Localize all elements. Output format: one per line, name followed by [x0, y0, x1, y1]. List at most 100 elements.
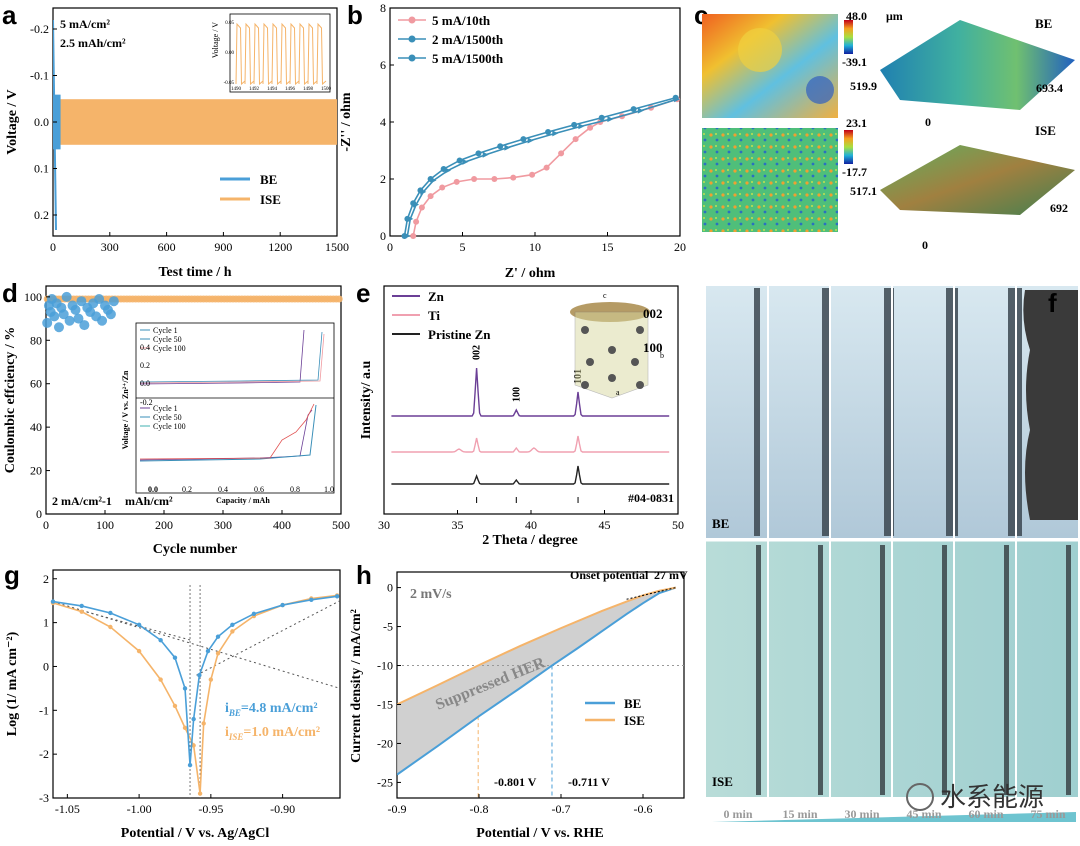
data-point-g	[136, 622, 142, 628]
hcp-crystal-illustration: c b a 002 100	[570, 291, 664, 399]
data-point-b	[520, 136, 527, 143]
ytick-a: -0.1	[30, 69, 49, 83]
ytick-g: 2	[43, 572, 49, 586]
inset-a-ytick: 0.00	[225, 51, 234, 56]
data-point-g	[108, 624, 113, 630]
inset-a-ytick: 0.05	[225, 21, 234, 26]
panel-g: g 2 1 0 -1 -2 -3 -1.05 -1.00 -0.95 -0.90 iBE=4.8 …	[4, 560, 341, 841]
data-point-b	[578, 123, 585, 130]
inset-a-ylabel: Voltage / V	[211, 22, 220, 58]
inset-legend-label: Cycle 50	[153, 335, 182, 344]
data-point-b	[462, 158, 469, 165]
xlabel-e: 2 Theta / degree	[482, 533, 578, 548]
data-point-g	[172, 703, 178, 709]
data-point-be-d	[58, 309, 69, 320]
ytick-d: 40	[30, 420, 42, 434]
data-point-b	[440, 166, 447, 173]
inset-legend-label: Cycle 100	[153, 344, 186, 353]
be-spike	[53, 19, 57, 231]
panel-letter-g: g	[4, 560, 20, 590]
legend-label-be-h: BE	[624, 696, 641, 711]
crystal-axis-c: c	[603, 291, 607, 300]
ytick-h: 0	[387, 581, 393, 595]
inset-a-xtick: 1496	[285, 87, 296, 92]
inset-legend-label: Cycle 100	[153, 422, 186, 431]
atom	[608, 374, 616, 382]
ytick-a: -0.2	[30, 22, 49, 36]
annotation-d-main: 2 mA/cm²-1	[52, 494, 112, 508]
electrode-edge-be	[884, 288, 894, 536]
data-point-g	[205, 648, 211, 654]
data-point-b	[607, 116, 614, 123]
data-point-b	[453, 178, 460, 185]
ytick-b: 4	[380, 115, 386, 129]
data-point-b	[543, 164, 550, 171]
ytick-h: -20	[377, 736, 393, 750]
data-point-g	[182, 725, 188, 731]
watermark: 水系能源	[940, 783, 1044, 812]
dim-ise-right: 692	[1050, 201, 1068, 215]
inset-d-yt: 0.0	[140, 379, 150, 388]
data-point-be-d	[64, 315, 75, 326]
plot-frame-g	[52, 569, 341, 799]
panel-a: a 0.2 0.1 0.0 -0.1 -0.2 0 300 600 900 1200 1500 5 …	[2, 0, 349, 280]
legend-label-e: Ti	[428, 308, 440, 323]
inset-d-xt: 0.2	[182, 485, 192, 494]
xtick-a: 600	[158, 240, 176, 254]
panel-f: f BE ISE 0 min 15 min 30 min 45 min 60 min 75…	[706, 286, 1078, 822]
inset-curve-top-1	[139, 329, 305, 385]
panel-letter-e: e	[356, 278, 370, 308]
inset-a-xtick: 1490	[231, 87, 242, 92]
xtick-a: 900	[214, 240, 232, 254]
data-point-b	[598, 114, 605, 121]
inset-legend-label: Cycle 1	[153, 326, 178, 335]
data-point-be-d	[79, 320, 90, 331]
panel-c: c 48.0 μm -39.1 23.1 -17.7 519.9 693.4 0…	[694, 0, 1075, 252]
time-label: 15 min	[782, 807, 817, 821]
dendrite-growth-75min	[1023, 290, 1078, 520]
electrode-edge-be	[822, 288, 830, 536]
ytick-a: 0.1	[34, 162, 49, 176]
xtick-b: 5	[460, 240, 466, 254]
legend-label-e: Pristine Zn	[428, 327, 491, 342]
xtick-d: 300	[214, 518, 232, 532]
ylabel-h: Current density / mA/cm²	[349, 609, 364, 763]
ytick-d: 60	[30, 377, 42, 391]
data-point-g	[208, 677, 214, 682]
dim-be-right: 693.4	[1036, 81, 1063, 95]
xrd-pattern	[391, 367, 670, 417]
peak-label: 100	[511, 387, 522, 402]
data-point-g	[79, 609, 84, 614]
inset-a-ytick: -0.05	[224, 81, 235, 86]
inset-voltage-profile	[235, 22, 327, 86]
xtick-d: 400	[273, 518, 291, 532]
panel-letter-f: f	[1048, 288, 1057, 318]
inset-curve-top-3	[139, 333, 325, 384]
colorbar-ise-max: 23.1	[846, 116, 867, 130]
ylabel-b: -Z'' / ohm	[339, 92, 354, 151]
inset-curve-top-2	[139, 331, 323, 383]
data-point-g	[309, 597, 314, 603]
data-point-be-d	[105, 309, 116, 320]
ytick-d: 80	[30, 333, 42, 347]
electrode-edge-ise	[1004, 545, 1009, 795]
inset-d-yt: -0.2	[140, 398, 153, 407]
ylabel-g: Log (1/ mA cm⁻²)	[5, 631, 20, 736]
annotation-i-be: iBE=4.8 mA/cm²	[225, 701, 318, 718]
crystal-axis-b: b	[660, 351, 664, 360]
annotation-areal-capacity: 2.5 mAh/cm²	[60, 36, 126, 50]
surface-3d-ise	[880, 145, 1075, 215]
label-ise-c: ISE	[1035, 123, 1056, 138]
data-point-g	[201, 721, 206, 726]
inset-d-xt: 0.6	[254, 485, 264, 494]
inset-curve-bottom-3	[139, 403, 315, 460]
annotation-v-ise: -0.801 V	[494, 775, 537, 789]
xlabel-b: Z' / ohm	[505, 266, 556, 281]
data-point-g	[172, 655, 178, 660]
data-point-b	[510, 174, 517, 181]
xtick-a: 300	[101, 240, 119, 254]
data-point-b	[630, 106, 637, 113]
crystal-label-002: 002	[643, 306, 663, 321]
electrode-edge-ise	[942, 545, 947, 795]
xtick-g: -0.90	[270, 802, 295, 816]
